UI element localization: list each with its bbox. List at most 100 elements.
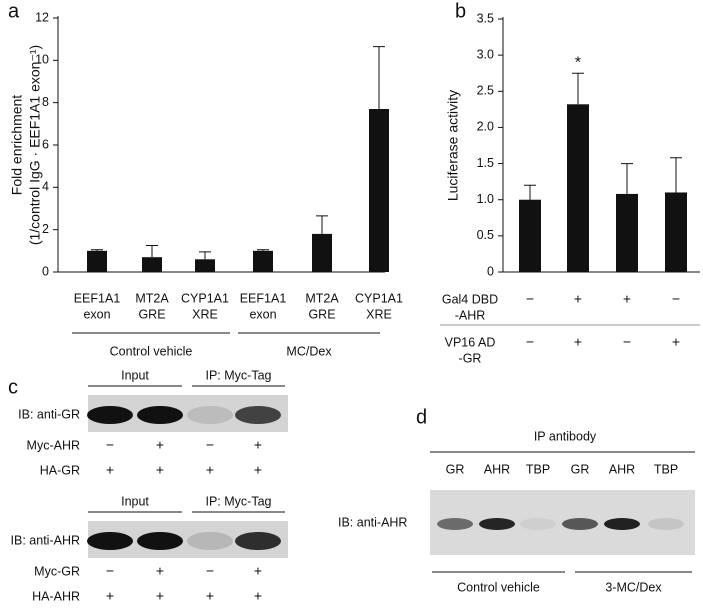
condition-sign: − bbox=[623, 334, 631, 350]
band bbox=[604, 518, 640, 530]
x-tick-label: GRE bbox=[138, 307, 165, 321]
group-label: Control vehicle bbox=[110, 344, 193, 358]
lane-label: TBP bbox=[526, 462, 550, 476]
condition-sign: + bbox=[623, 291, 631, 307]
condition-sign: − bbox=[672, 291, 680, 307]
blot-image bbox=[430, 490, 695, 555]
row-sign: − bbox=[206, 437, 214, 453]
panel-label: b bbox=[455, 0, 466, 22]
band bbox=[187, 532, 233, 550]
row-sign: + bbox=[106, 588, 114, 604]
band bbox=[648, 518, 684, 530]
bar bbox=[87, 250, 107, 272]
row-sign: + bbox=[206, 588, 214, 604]
group-label: 3-MC/Dex bbox=[605, 580, 662, 594]
y-tick-label: 2 bbox=[42, 222, 49, 236]
y-tick-label: 8 bbox=[42, 95, 49, 109]
condition-label: -AHR bbox=[455, 308, 486, 322]
y-axis-label: Fold enrichment bbox=[9, 95, 25, 195]
bar bbox=[567, 104, 589, 272]
error-bar bbox=[146, 245, 158, 258]
error-bar bbox=[670, 157, 682, 193]
panel-label: a bbox=[8, 0, 20, 22]
bar bbox=[312, 233, 332, 272]
row-label: HA-AHR bbox=[32, 589, 80, 603]
condition-sign: − bbox=[526, 291, 534, 307]
group-label: Control vehicle bbox=[457, 580, 540, 594]
row-sign: + bbox=[106, 462, 114, 478]
ib-label: IB: anti-AHR bbox=[338, 515, 407, 529]
error-bar bbox=[257, 249, 269, 251]
band bbox=[187, 406, 233, 424]
x-tick-label: XRE bbox=[366, 307, 392, 321]
panel-label: c bbox=[8, 376, 18, 398]
x-tick-label: MT2A bbox=[305, 291, 339, 305]
y-axis-label: Luciferase activity bbox=[445, 90, 461, 201]
band bbox=[87, 532, 133, 550]
x-tick-label: exon bbox=[249, 307, 276, 321]
lane-label: AHR bbox=[484, 462, 510, 476]
y-axis-label: (1/control IgG · EEF1A1 exon⁻¹) bbox=[27, 45, 43, 245]
error-bar bbox=[373, 46, 385, 110]
lane-label: GR bbox=[446, 462, 465, 476]
annotation: * bbox=[575, 54, 581, 71]
error-bar bbox=[524, 184, 536, 200]
band bbox=[437, 518, 473, 530]
row-sign: + bbox=[206, 462, 214, 478]
lane-label: AHR bbox=[609, 462, 635, 476]
y-tick-label: 1.5 bbox=[477, 156, 494, 170]
row-sign: + bbox=[254, 462, 262, 478]
band bbox=[235, 406, 281, 424]
blot-header: IP antibody bbox=[534, 429, 597, 443]
error-bar bbox=[572, 72, 584, 105]
error-bar bbox=[621, 163, 633, 194]
y-tick-label: 2.5 bbox=[477, 84, 494, 98]
blot-header: Input bbox=[121, 368, 149, 382]
bar bbox=[142, 257, 162, 272]
row-label: Myc-AHR bbox=[27, 438, 80, 452]
lane-label: TBP bbox=[654, 462, 678, 476]
blot-header: IP: Myc-Tag bbox=[206, 494, 272, 508]
bar bbox=[195, 259, 215, 272]
condition-sign: − bbox=[526, 334, 534, 350]
row-sign: + bbox=[254, 563, 262, 579]
ib-label: IB: anti-GR bbox=[18, 407, 80, 421]
ib-label: IB: anti-AHR bbox=[11, 533, 80, 547]
bar bbox=[519, 199, 541, 272]
y-tick-label: 0.5 bbox=[477, 228, 494, 242]
band bbox=[479, 518, 515, 530]
y-tick-label: 12 bbox=[35, 10, 49, 24]
band bbox=[562, 518, 598, 530]
bar bbox=[616, 193, 638, 272]
condition-sign: + bbox=[672, 334, 680, 350]
condition-label: Gal4 DBD bbox=[442, 292, 498, 306]
band bbox=[87, 406, 133, 424]
condition-sign: + bbox=[574, 334, 582, 350]
blot-header: Input bbox=[121, 494, 149, 508]
row-sign: − bbox=[106, 437, 114, 453]
row-label: HA-GR bbox=[40, 463, 80, 477]
y-tick-label: 2.0 bbox=[477, 120, 494, 134]
row-sign: + bbox=[254, 437, 262, 453]
row-sign: + bbox=[156, 462, 164, 478]
row-sign: + bbox=[156, 437, 164, 453]
row-sign: + bbox=[156, 563, 164, 579]
x-tick-label: MT2A bbox=[135, 291, 169, 305]
bar bbox=[253, 250, 273, 272]
panel-label: d bbox=[416, 406, 427, 428]
x-tick-label: CYP1A1 bbox=[355, 291, 403, 305]
condition-label: -GR bbox=[459, 351, 482, 365]
row-label: Myc-GR bbox=[34, 564, 80, 578]
y-tick-label: 3.0 bbox=[477, 47, 494, 61]
group-label: MC/Dex bbox=[286, 344, 332, 358]
y-tick-label: 1.0 bbox=[477, 192, 494, 206]
x-tick-label: EEF1A1 bbox=[240, 291, 287, 305]
x-tick-label: EEF1A1 bbox=[74, 291, 121, 305]
lane-label: GR bbox=[571, 462, 590, 476]
condition-label: VP16 AD bbox=[445, 335, 496, 349]
condition-sign: + bbox=[574, 291, 582, 307]
band bbox=[137, 532, 183, 550]
band bbox=[235, 532, 281, 550]
